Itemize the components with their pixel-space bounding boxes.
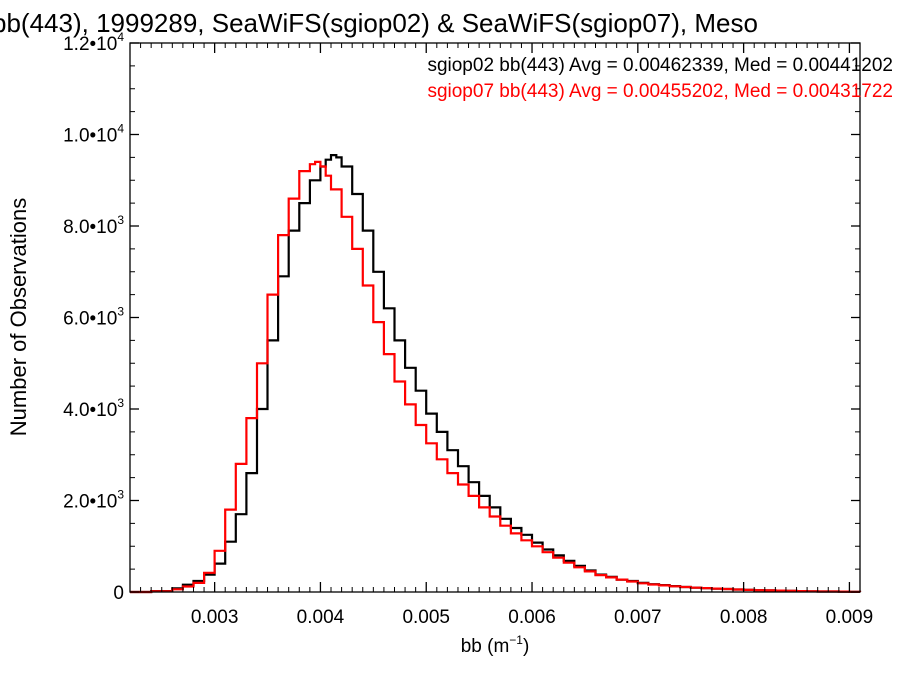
x-tick-label: 0.004 bbox=[297, 607, 345, 628]
series-line-sgiop07 bbox=[130, 160, 862, 594]
legend-entry-sgiop07: sgiop07 bb(443) Avg = 0.00455202, Med = … bbox=[427, 81, 893, 102]
legend-entry-sgiop02: sgiop02 bb(443) Avg = 0.00462339, Med = … bbox=[427, 55, 893, 76]
x-axis-label: bb (m−1) bbox=[461, 633, 530, 657]
y-axis: 0 2.0•103 4.0•103 6.0•103 8.0•103 1.0•104 1.2•… bbox=[63, 30, 860, 604]
y-tick-label: 4.0•103 bbox=[63, 396, 124, 421]
plot-frame bbox=[129, 42, 861, 593]
x-tick-label: 0.006 bbox=[508, 607, 556, 628]
x-tick-label: 0.003 bbox=[191, 607, 239, 628]
y-tick-label: 8.0•103 bbox=[63, 213, 124, 238]
y-tick-label: 0 bbox=[113, 583, 124, 604]
series-layer bbox=[130, 154, 862, 594]
series-line-sgiop02 bbox=[130, 154, 862, 594]
y-tick-label: 6.0•103 bbox=[63, 305, 124, 330]
x-tick-label: 0.009 bbox=[826, 607, 874, 628]
y-axis-label: Number of Observations bbox=[6, 198, 31, 436]
x-tick-label: 0.008 bbox=[720, 607, 768, 628]
x-tick-label: 0.007 bbox=[614, 607, 662, 628]
chart-title: bb(443), 1999289, SeaWiFS(sgiop02) & Sea… bbox=[0, 8, 758, 38]
x-tick-label: 0.005 bbox=[402, 607, 450, 628]
y-tick-label: 1.2•104 bbox=[63, 30, 124, 55]
x-axis: 0.003 0.004 0.005 0.006 0.007 0.008 0.009 bbox=[140, 43, 874, 628]
y-tick-label: 2.0•103 bbox=[63, 488, 124, 513]
legend: sgiop02 bb(443) Avg = 0.00462339, Med = … bbox=[427, 55, 893, 102]
y-tick-label: 1.0•104 bbox=[63, 122, 124, 147]
